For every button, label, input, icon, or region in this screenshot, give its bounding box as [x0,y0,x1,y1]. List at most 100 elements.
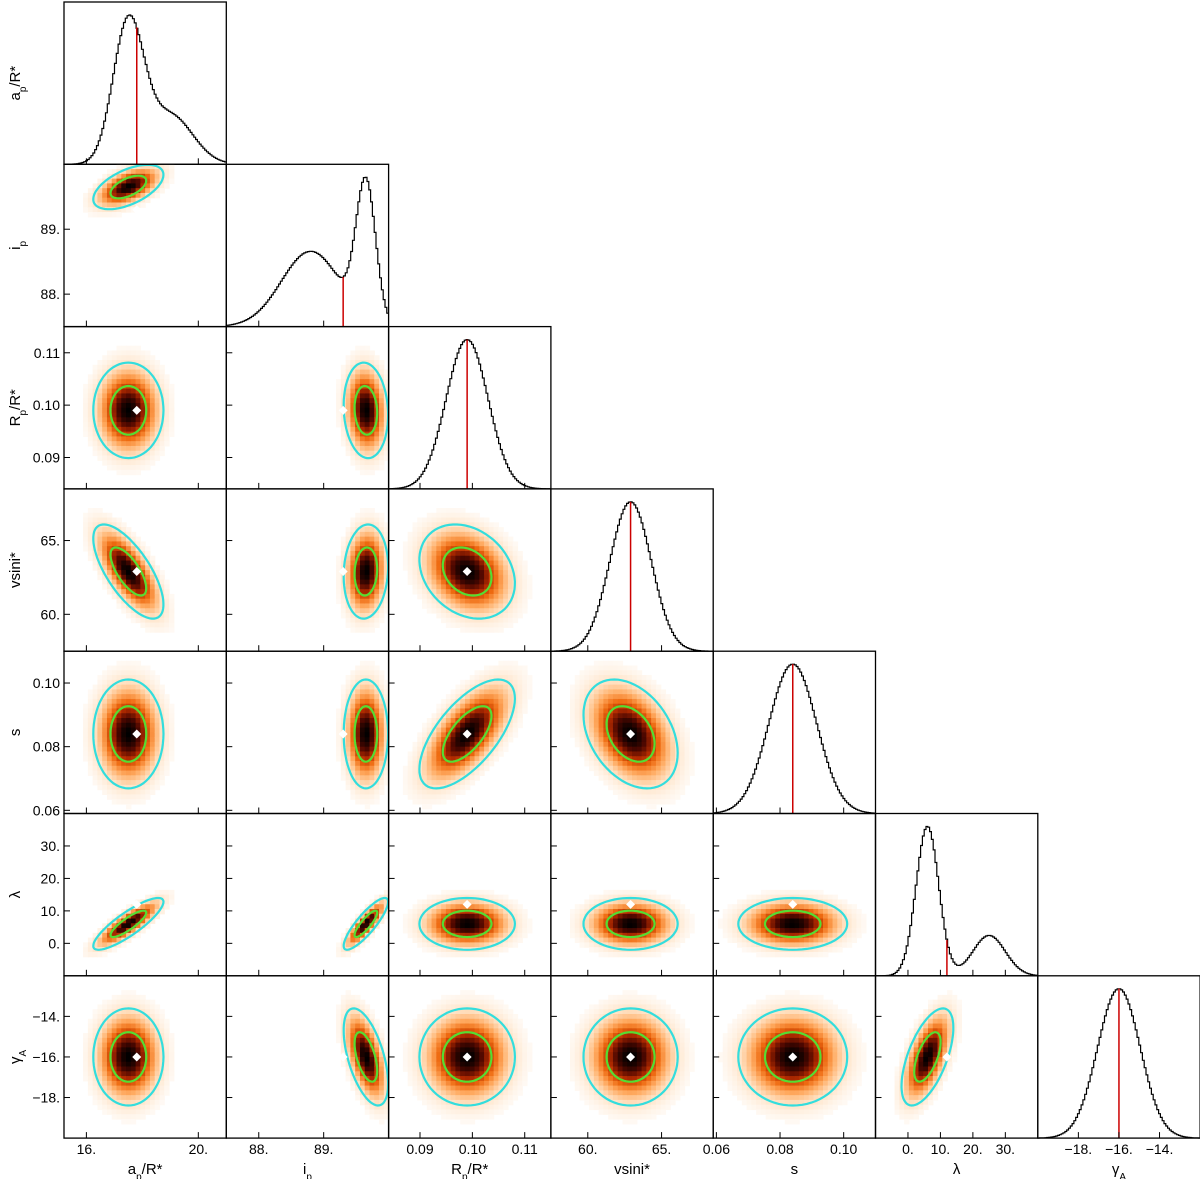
density-cell [350,928,356,934]
density-cell [498,579,504,585]
density-cell [426,760,433,767]
density-cell [116,192,122,199]
density-cell [355,765,361,772]
density-cell [679,770,686,776]
density-cell [145,197,151,204]
density-cell [574,722,581,729]
density-cell [522,918,528,924]
density-cell [407,560,414,566]
density-cell [474,942,480,948]
density-cell [140,689,146,695]
density-cell [97,718,103,724]
density-cell [336,555,342,562]
density-cell [355,622,361,628]
density-cell [612,670,619,676]
density-cell [722,932,729,939]
density-cell [121,183,127,189]
density-cell [493,617,499,624]
density-cell [503,741,509,748]
density-cell [154,775,161,781]
density-cell [527,923,533,929]
density-cell [589,703,595,710]
density-cell [431,560,437,566]
density-cell [660,751,667,757]
density-cell [636,760,643,767]
density-cell [488,589,495,595]
density-cell [121,402,127,409]
density-cell [675,928,681,934]
density-cell [116,794,122,800]
density-cell [364,527,371,533]
density-cell [135,608,141,614]
density-cell [374,355,380,361]
density-cell [135,431,141,437]
density-cell [379,746,385,753]
density-cell [97,784,103,791]
density-cell [474,560,480,566]
density-cell [684,908,690,915]
density-cell [569,694,576,700]
density-cell [436,727,442,733]
density-cell [350,536,356,543]
density-cell [464,560,471,566]
density-cell [488,951,495,958]
density-cell [641,789,647,795]
density-cell [412,565,418,571]
density-cell [527,694,533,700]
density-cell [617,765,624,772]
density-cell [617,746,624,753]
density-cell [441,598,447,605]
density-cell [660,908,667,915]
density-cell [135,183,141,189]
density-cell [345,536,352,543]
density-cell [97,689,103,695]
density-cell [111,756,118,762]
density-cell [407,794,414,800]
density-cell [655,746,662,753]
density-cell [116,718,122,724]
density-cell [503,584,509,590]
density-cell [369,899,375,905]
density-cell [512,727,519,733]
density-cell [345,932,352,939]
density-cell [789,928,795,934]
density-cell [498,698,504,705]
density-cell [140,202,146,208]
density-cell [441,550,447,557]
density-cell [422,928,428,934]
density-cell [374,445,380,452]
density-cell [808,932,815,939]
density-cell [670,799,676,805]
density-cell [149,722,156,729]
density-cell [574,904,581,910]
density-cell [670,713,676,719]
density-cell [350,751,356,757]
density-cell [574,713,581,719]
density-cell [636,928,643,934]
density-cell [412,546,418,552]
density-cell [383,679,390,686]
density-cell [479,698,485,705]
median-marker [338,729,348,739]
density-cell [359,727,366,733]
density-cell [97,517,103,523]
density-cell [140,665,146,671]
density-cell [608,937,614,943]
density-cell [350,546,356,552]
density-cell [846,928,853,934]
density-cell [584,923,590,929]
density-cell [474,589,480,595]
density-cell [493,722,499,729]
density-cell [622,760,628,767]
density-cell [431,555,437,562]
density-cell [111,727,118,733]
density-cell [111,398,118,404]
density-cell [374,760,380,767]
density-cell [474,546,480,552]
density-cell [159,908,165,915]
density-cell [579,679,585,686]
density-cell [431,937,437,943]
density-cell [106,741,113,748]
density-cell [130,770,137,776]
density-cell [383,775,390,781]
